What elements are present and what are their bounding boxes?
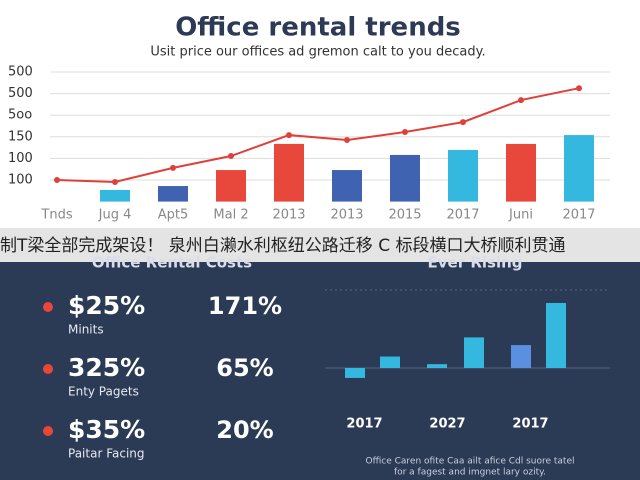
x-tick-label: 2027	[429, 417, 465, 432]
bar	[564, 135, 594, 202]
y-tick-label: 150	[8, 129, 33, 144]
bar	[100, 189, 130, 202]
stat-value: $25%	[68, 291, 145, 320]
bar	[546, 302, 566, 368]
stat-side: 171%	[208, 292, 282, 320]
stat-value: 325%	[68, 353, 145, 382]
stat-value: $35%	[68, 415, 145, 444]
bullet	[43, 302, 53, 312]
x-tick-label: 2017	[446, 208, 479, 223]
trend-point	[112, 178, 118, 185]
bar	[506, 143, 536, 202]
bar	[390, 154, 420, 202]
x-tick-label: Tnds	[40, 208, 72, 223]
bar	[332, 170, 362, 202]
stat-label: Minits	[68, 323, 104, 337]
trend-point	[344, 137, 350, 144]
y-tick-label: 100	[8, 173, 33, 188]
panel-title: Office Rental Costs	[92, 254, 252, 272]
y-tick-label: 5oo	[8, 108, 32, 123]
bullet	[43, 364, 53, 374]
dark-panel	[0, 262, 640, 480]
trend-point	[54, 177, 60, 183]
x-tick-label: 2013	[272, 208, 305, 223]
ticker-bg	[0, 228, 640, 262]
y-tick-label: 500	[8, 86, 33, 101]
bar	[345, 368, 365, 378]
trend-point	[286, 132, 292, 139]
trend-point	[576, 85, 582, 92]
stat-label: Paitar Facing	[68, 447, 145, 461]
bar	[427, 364, 447, 368]
bar	[448, 149, 478, 202]
bar	[216, 170, 246, 202]
trend-point	[228, 153, 234, 160]
x-tick-label: 2017	[346, 417, 382, 432]
chart-title: Office rental trends	[175, 13, 461, 43]
bar	[158, 186, 188, 202]
panel-title: Ever Rising	[428, 254, 523, 272]
subtitle: Usit price our offices ad gremon calt to…	[150, 45, 485, 60]
x-tick-label: Jug 4	[98, 208, 132, 223]
trend-point	[402, 129, 408, 136]
trend-point	[518, 97, 524, 104]
trend-point	[170, 164, 176, 171]
x-tick-label: 2017	[562, 208, 595, 223]
bar	[511, 345, 531, 368]
ticker: 制T梁全部完成架设！ 泉州白濑水利枢纽公路迁移 C 标段横口大桥顺利贯通	[0, 236, 565, 256]
x-tick-label: Apt5	[158, 208, 189, 223]
x-tick-label: 2017	[512, 417, 548, 432]
bar	[380, 356, 400, 368]
x-tick-label: 2013	[330, 208, 363, 223]
stat-label: Enty Pagets	[68, 385, 139, 399]
stat-side: 65%	[216, 354, 273, 382]
x-tick-label: 2015	[388, 208, 421, 223]
y-tick-label: 100	[8, 151, 33, 166]
stat-side: 20%	[216, 416, 273, 444]
trend-line	[56, 87, 580, 183]
trend-point	[460, 119, 466, 126]
bullet	[43, 426, 53, 436]
footer-text: Office Caren ofite Caa ailt afice Cdl su…	[365, 457, 574, 467]
bar	[464, 337, 484, 368]
y-tick-label: 500	[8, 65, 33, 80]
x-tick-label: Mal 2	[213, 208, 248, 223]
footer-text: for a fagest and imgnet lary ozity.	[394, 468, 546, 478]
x-tick-label: Juni	[508, 208, 533, 223]
bar	[274, 143, 304, 202]
